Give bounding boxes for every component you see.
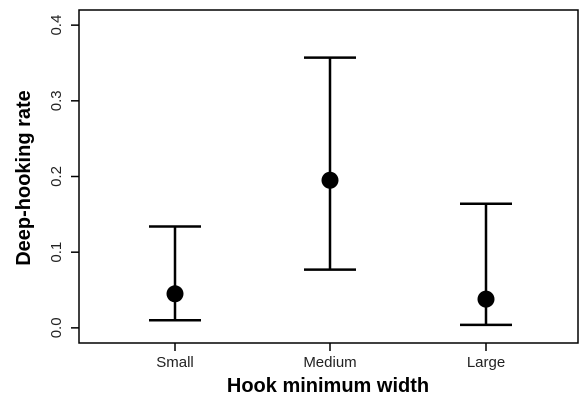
y-axis: 0.0 0.1 0.2 0.3 0.4 <box>48 15 79 338</box>
error-bar-series <box>149 56 512 327</box>
x-axis-title: Hook minimum width <box>227 375 429 397</box>
x-axis: Small Medium Large <box>156 343 505 371</box>
x-tick-label: Small <box>156 354 194 371</box>
y-tick-label: 0.3 <box>48 90 65 111</box>
y-tick-label: 0.4 <box>48 15 65 36</box>
x-tick-label: Large <box>467 354 505 371</box>
data-point <box>321 171 339 189</box>
y-tick-label: 0.2 <box>48 166 65 187</box>
y-tick-label: 0.0 <box>48 317 65 338</box>
data-point <box>166 285 184 303</box>
y-axis-title: Deep-hooking rate <box>13 90 35 266</box>
x-tick-label: Medium <box>303 354 356 371</box>
data-point <box>477 290 495 308</box>
y-tick-label: 0.1 <box>48 242 65 263</box>
